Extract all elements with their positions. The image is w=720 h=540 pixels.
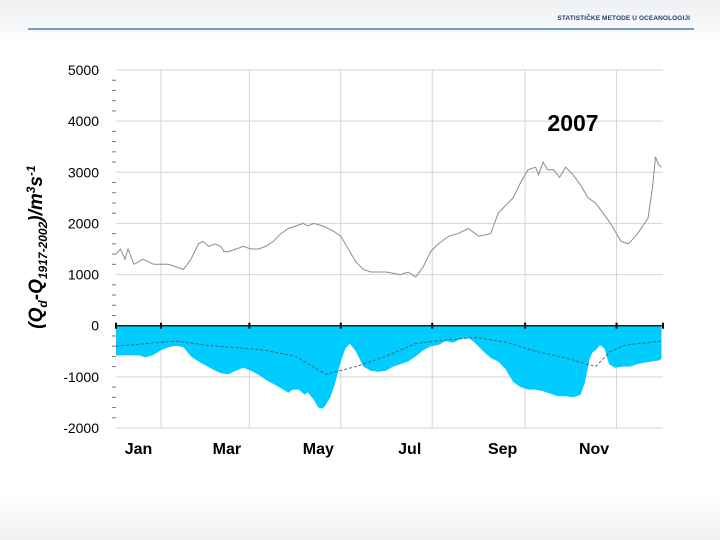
axis-layer — [112, 79, 664, 419]
x-tick-label: May — [303, 441, 334, 458]
y-tick-label: 4000 — [68, 113, 99, 129]
series-line-layer — [115, 156, 662, 375]
anomaly-area-layer — [116, 325, 662, 409]
anomaly-area — [116, 325, 662, 409]
y-tick-label: 2000 — [68, 215, 99, 231]
slide-header-title: STATISTIČKE METODE U OCEANOLOGIJI — [557, 15, 690, 22]
x-tick-label: Nov — [579, 441, 609, 458]
y-tick-label: -2000 — [63, 420, 99, 436]
y-axis-label: (Qd-Q1917-2002)/m3s-1 — [24, 165, 50, 329]
x-tick-label: Jul — [398, 441, 421, 458]
year-annotation: 2007 — [547, 110, 598, 136]
header-rule — [28, 28, 694, 30]
y-tick-label: 1000 — [68, 267, 99, 283]
y-tick-label: 5000 — [68, 62, 99, 78]
mean-line — [115, 337, 662, 375]
tick-label-layer: 5000 4000 3000 2000 1000 0 -1000 -2000 Jan Mar May… — [63, 62, 609, 458]
x-tick-label: Mar — [213, 441, 241, 458]
x-tick-label: Sep — [488, 441, 518, 458]
y-tick-label: 0 — [91, 318, 99, 334]
footer-band — [0, 492, 720, 540]
upper-line — [115, 156, 662, 278]
header-band — [0, 0, 720, 44]
y-tick-label: 3000 — [68, 164, 99, 180]
y-tick-label: -1000 — [63, 369, 99, 385]
x-tick-label: Jan — [125, 441, 153, 458]
